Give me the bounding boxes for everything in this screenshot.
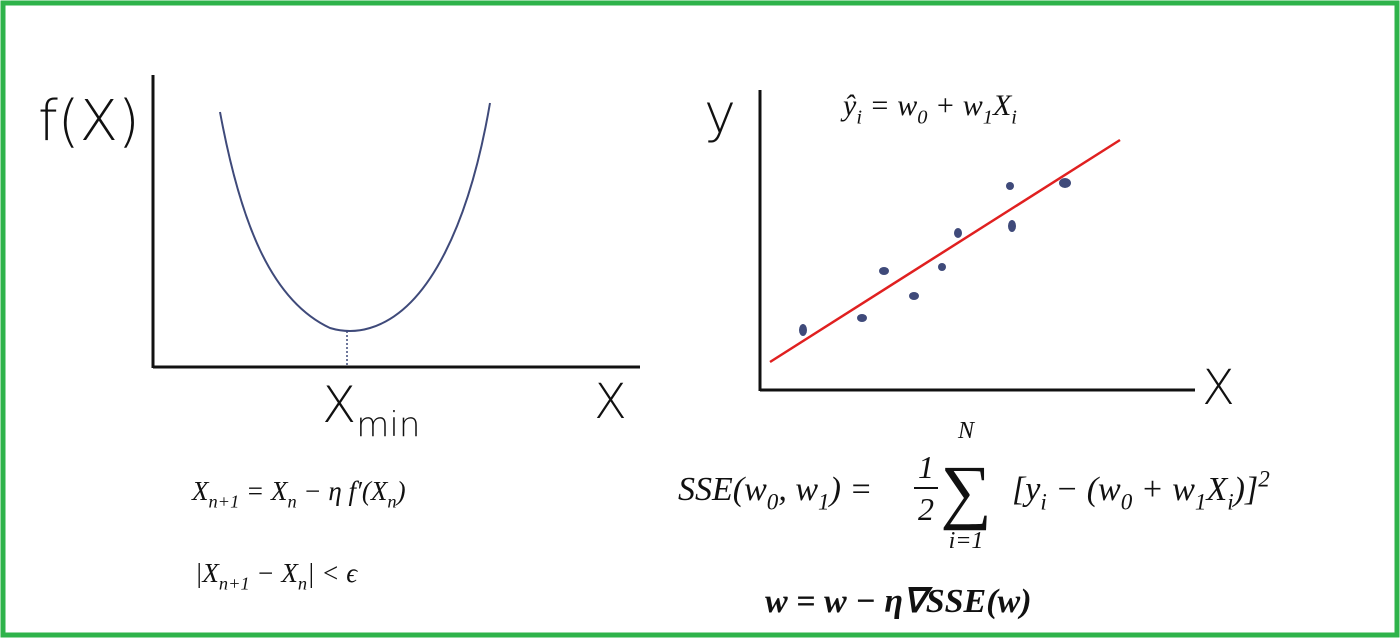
point <box>799 324 807 336</box>
subscript: i <box>1227 490 1233 516</box>
point <box>909 292 919 300</box>
point <box>954 228 962 238</box>
subscript: 1 <box>1195 490 1207 516</box>
update-rule: Xn+1 = Xn − η f′(Xn) <box>191 476 406 512</box>
stop-rule: |Xn+1 − Xn| < ϵ <box>195 558 358 594</box>
formula-part: SSE(w <box>678 471 767 508</box>
x-axis-label: X <box>1202 360 1235 416</box>
point <box>1008 220 1016 232</box>
subscript: 0 <box>917 106 927 128</box>
point <box>857 314 867 322</box>
subscript: i <box>1040 490 1046 516</box>
subscript: 0 <box>1121 490 1133 516</box>
sum-lower: i=1 <box>949 528 984 554</box>
formula-part: [y <box>1012 471 1041 508</box>
formula-part: X <box>322 376 356 434</box>
min-label: Xmin <box>322 376 420 445</box>
curve <box>219 102 491 332</box>
formula-part: ŷ <box>840 89 857 122</box>
point <box>879 267 889 275</box>
subscript: i <box>1011 106 1017 128</box>
subscript: n+1 <box>209 492 240 512</box>
fraction-numerator: 1 <box>918 449 934 485</box>
model-formula: ŷi = w0 + w1Xi <box>840 89 1017 128</box>
fraction-denominator: 2 <box>918 491 934 527</box>
subscript: n <box>387 492 396 512</box>
subscript: 0 <box>767 490 779 516</box>
point <box>938 263 946 271</box>
formula-part: X <box>191 476 210 506</box>
formula-part: = X <box>239 476 289 506</box>
formula-part: ) = <box>828 471 873 508</box>
gradient-rule: w = w − η∇SSE(w) <box>765 583 1032 620</box>
formula-part: − η f′(X <box>297 476 389 506</box>
fit-line <box>769 138 1121 364</box>
sse-lhs: SSE(w0, w1) = <box>678 471 872 516</box>
x-axis-label: X <box>594 374 627 430</box>
sum-upper: N <box>957 418 976 444</box>
y-axis-label: f(X) <box>38 89 140 154</box>
points <box>799 178 1071 336</box>
formula-part: | < ϵ <box>307 558 358 588</box>
subscript: n <box>287 492 296 512</box>
left-plot <box>151 75 640 369</box>
subscript: 1 <box>983 106 993 128</box>
formula-part: = w <box>862 89 917 122</box>
right-plot <box>758 90 1195 392</box>
formula-part: + w <box>1132 471 1195 508</box>
subscript: min <box>356 405 420 445</box>
subscript: i <box>856 106 862 128</box>
subscript: n+1 <box>219 574 250 594</box>
formula-part: − X <box>250 558 300 588</box>
point <box>1059 178 1071 188</box>
formula-part: )] <box>1232 471 1259 508</box>
y-axis-label: y <box>704 82 736 145</box>
subscript: n <box>298 574 307 594</box>
subscript: 1 <box>818 490 830 516</box>
sse-rhs: [yi − (w0 + w1Xi)]2 <box>1012 466 1270 515</box>
formula-part: X <box>1204 471 1228 508</box>
formula-part: , w <box>778 471 818 508</box>
formula-part: |X <box>195 558 220 588</box>
supscript: 2 <box>1258 466 1270 492</box>
formula-part: − (w <box>1047 471 1121 508</box>
point <box>1006 182 1014 190</box>
formula-part: + w <box>927 89 982 122</box>
sum-symbol: ∑ <box>940 451 991 531</box>
formula-part: X <box>992 89 1013 122</box>
formula-part: ) <box>395 476 406 506</box>
